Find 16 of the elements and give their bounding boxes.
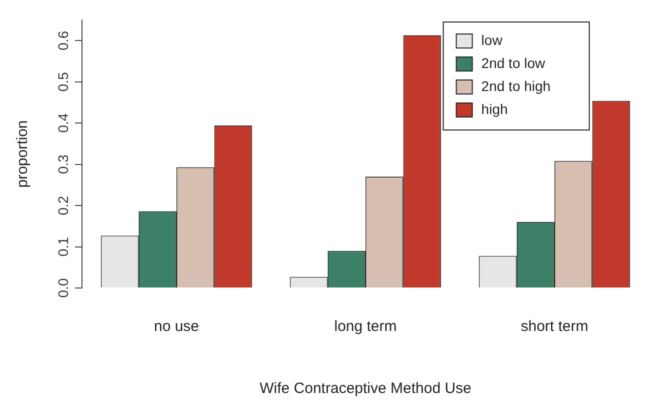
legend-label: 2nd to low	[481, 54, 546, 71]
y-tick-label: 0.0	[54, 278, 71, 298]
x-tick-label: no use	[154, 318, 200, 336]
x-tick-label: short term	[520, 318, 588, 336]
legend-label: low	[481, 32, 504, 48]
y-tick-label: 0.3	[54, 154, 71, 174]
legend-label: 2nd to high	[481, 78, 551, 94]
y-axis-title: proportion	[14, 120, 32, 188]
x-tick-label: long term	[334, 318, 397, 336]
y-tick-label: 0.2	[54, 196, 71, 216]
y-tick-label: 0.4	[54, 113, 71, 133]
y-tick-label: 0.5	[54, 72, 71, 92]
y-tick-label: 0.6	[54, 30, 71, 50]
y-tick-label: 0.1	[54, 236, 71, 257]
legend-label: high	[481, 100, 508, 117]
x-axis-title: Wife Contraceptive Method Use	[260, 380, 472, 398]
